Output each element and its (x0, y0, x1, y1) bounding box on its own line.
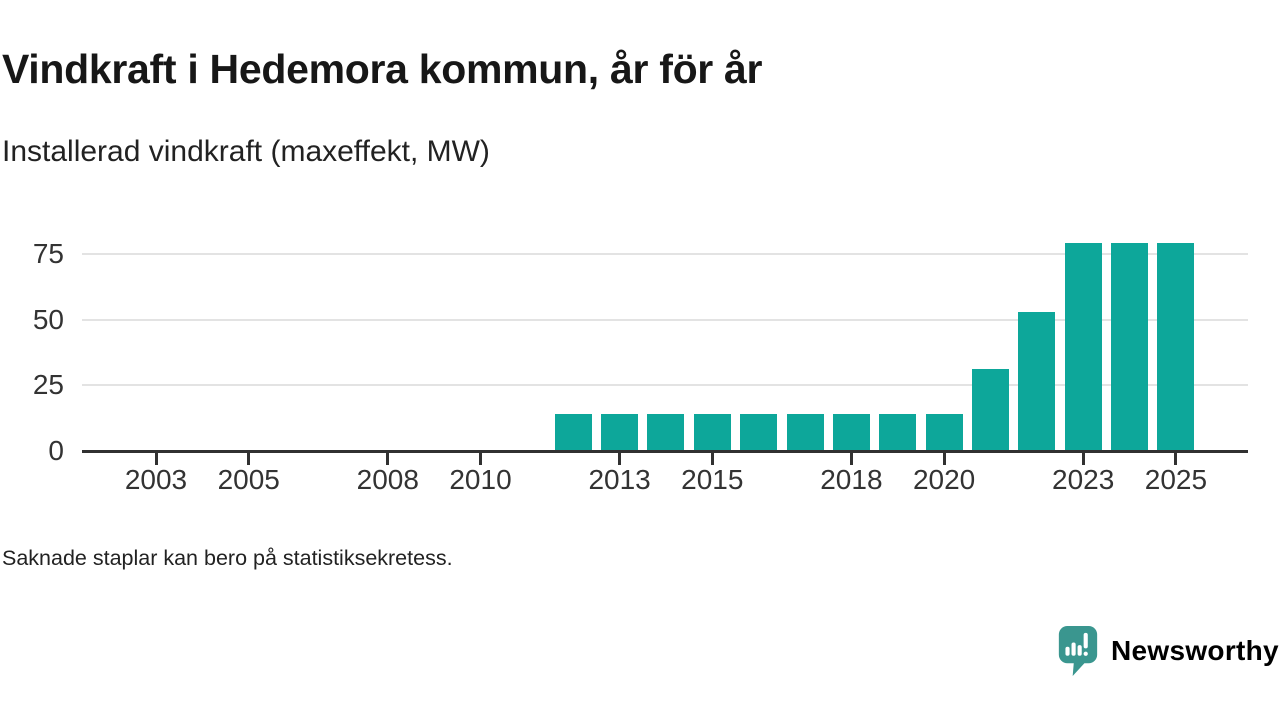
x-axis-label-2003: 2003 (124, 464, 188, 495)
bar-2016 (740, 414, 778, 451)
x-axis-label-2015: 2015 (681, 464, 744, 495)
x-axis-tick-2013 (618, 453, 622, 465)
y-axis-label-25: 25 (32, 369, 64, 401)
x-axis-tick-2020 (942, 453, 946, 465)
chart-subtitle: Installerad vindkraft (maxeffekt, MW) (2, 135, 490, 168)
x-axis-tick-2015 (710, 453, 714, 465)
gridline-50 (82, 318, 1248, 321)
bar-2022 (1018, 311, 1056, 451)
y-axis-label-50: 50 (32, 303, 64, 335)
x-axis-label-2010: 2010 (449, 464, 512, 495)
x-axis-label-2025: 2025 (1144, 464, 1208, 495)
bar-2017 (786, 414, 824, 451)
x-axis-label-2020: 2020 (912, 464, 976, 495)
bar-2013 (601, 414, 639, 451)
x-axis-tick-2005 (247, 453, 251, 465)
bar-2020 (925, 414, 963, 451)
x-axis-tick-2003 (154, 453, 158, 465)
bar-2019 (879, 414, 917, 451)
gridline-75 (82, 252, 1248, 255)
newsworthy-logo: Newsworthy (1058, 626, 1279, 676)
x-axis-label-2005: 2005 (217, 464, 280, 495)
bar-chart-plot-area: 0 25 50 75 2003 2005 2008 2010 2013 2015 2018 2020 2… (32, 237, 1248, 495)
bar-2015 (693, 414, 731, 451)
x-axis-tick-2008 (386, 453, 390, 465)
bar-2025 (1157, 243, 1195, 451)
x-axis-label-2013: 2013 (588, 464, 651, 495)
bar-2012 (554, 414, 592, 451)
bar-2024 (1111, 243, 1149, 451)
x-axis-tick-2023 (1081, 453, 1085, 465)
x-axis-line (82, 450, 1248, 453)
chart-title: Vindkraft i Hedemora kommun, år för år (2, 46, 763, 92)
newsworthy-wordmark: Newsworthy (1111, 635, 1279, 666)
x-axis-label-2023: 2023 (1052, 464, 1115, 495)
x-axis-label-2018: 2018 (820, 464, 883, 495)
bar-2023 (1064, 243, 1102, 451)
footnote: Saknade staplar kan bero på statistiksek… (2, 546, 453, 570)
newsworthy-icon (1058, 626, 1098, 676)
x-axis-label-2008: 2008 (356, 464, 419, 495)
gridline-25 (82, 384, 1248, 387)
x-axis-tick-2010 (479, 453, 483, 465)
x-axis-tick-2018 (849, 453, 853, 465)
bar-2021 (971, 369, 1009, 451)
x-axis-tick-2025 (1174, 453, 1178, 465)
bar-2018 (832, 414, 870, 451)
bar-2014 (647, 414, 685, 451)
y-axis-label-0: 0 (48, 435, 64, 466)
y-axis-label-75: 75 (32, 237, 64, 269)
